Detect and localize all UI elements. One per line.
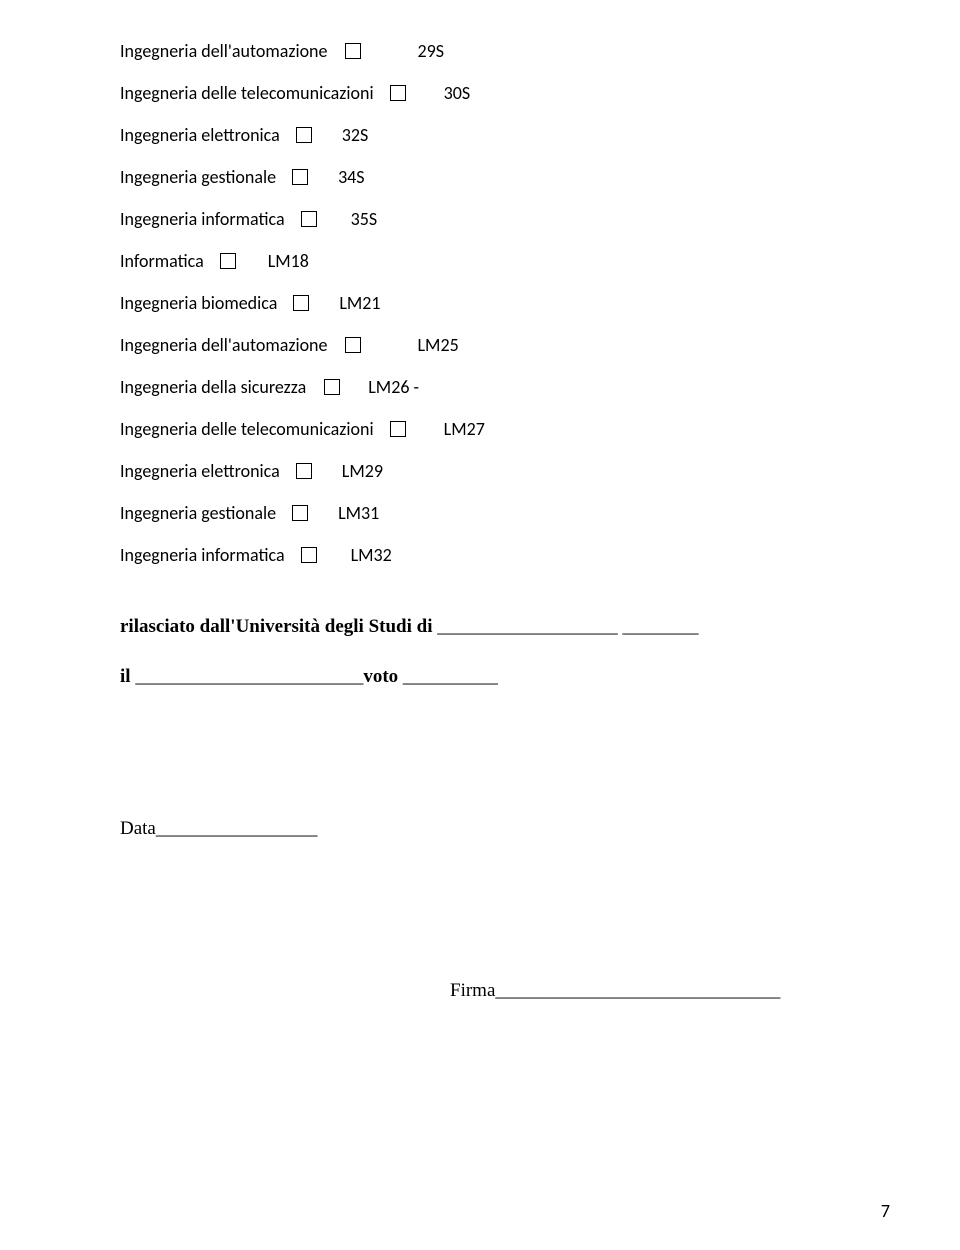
field-code: 35S — [351, 208, 378, 230]
firma-line: Firma______________________________ — [120, 980, 870, 1002]
field-row: Informatica LM18 — [120, 250, 870, 272]
field-label: Ingegneria delle telecomunicazioni — [120, 82, 374, 104]
field-label: Ingegneria dell'automazione — [120, 40, 327, 62]
field-label: Ingegneria informatica — [120, 208, 285, 230]
checkbox-icon[interactable] — [296, 463, 312, 479]
field-label: Ingegneria dell'automazione — [120, 334, 327, 356]
field-code: LM27 — [444, 418, 485, 440]
page-number: 7 — [881, 1200, 890, 1222]
checkbox-icon[interactable] — [293, 295, 309, 311]
field-row: Ingegneria elettronica LM29 — [120, 460, 870, 482]
field-label: Ingegneria gestionale — [120, 166, 276, 188]
field-code: LM21 — [339, 292, 380, 314]
field-row: Ingegneria gestionale 34S — [120, 166, 870, 188]
field-label: Ingegneria elettronica — [120, 460, 280, 482]
data-line: Data_________________ — [120, 818, 870, 840]
field-code: LM25 — [417, 334, 458, 356]
field-code: 30S — [444, 82, 471, 104]
field-label: Ingegneria delle telecomunicazioni — [120, 418, 374, 440]
data-label: Data — [120, 818, 156, 839]
checkbox-icon[interactable] — [301, 547, 317, 563]
checkbox-icon[interactable] — [296, 127, 312, 143]
field-label: Ingegneria informatica — [120, 544, 285, 566]
field-code: 32S — [342, 124, 369, 146]
checkbox-icon[interactable] — [292, 169, 308, 185]
field-code: LM26 - — [368, 376, 419, 398]
field-row: Ingegneria delle telecomunicazioni 30S — [120, 82, 870, 104]
field-label: Ingegneria elettronica — [120, 124, 280, 146]
data-blank: _________________ — [156, 818, 318, 839]
field-code: LM32 — [351, 544, 392, 566]
voto-label: voto — [363, 666, 403, 687]
field-code: 29S — [417, 40, 444, 62]
field-label: Ingegneria gestionale — [120, 502, 276, 524]
university-blank: ___________________ ________ — [437, 616, 698, 637]
firma-blank: ______________________________ — [495, 980, 780, 1001]
field-row: Ingegneria delle telecomunicazioni LM27 — [120, 418, 870, 440]
checkbox-icon[interactable] — [292, 505, 308, 521]
field-label: Ingegneria biomedica — [120, 292, 277, 314]
field-code: 34S — [338, 166, 365, 188]
il-label: il — [120, 666, 135, 687]
field-row: Ingegneria informatica 35S — [120, 208, 870, 230]
field-row: Ingegneria gestionale LM31 — [120, 502, 870, 524]
checkbox-icon[interactable] — [324, 379, 340, 395]
field-row: Ingegneria informatica LM32 — [120, 544, 870, 566]
il-blank: ________________________ — [135, 666, 363, 687]
voto-blank: __________ — [403, 666, 498, 687]
field-row: Ingegneria biomedica LM21 — [120, 292, 870, 314]
checkbox-icon[interactable] — [345, 43, 361, 59]
checkbox-icon[interactable] — [345, 337, 361, 353]
field-label: Ingegneria della sicurezza — [120, 376, 306, 398]
checkbox-icon[interactable] — [390, 85, 406, 101]
field-label: Informatica — [120, 250, 204, 272]
firma-label: Firma — [450, 980, 495, 1001]
university-line: rilasciato dall'Università degli Studi d… — [120, 616, 870, 638]
checkbox-icon[interactable] — [390, 421, 406, 437]
checkbox-icon[interactable] — [301, 211, 317, 227]
il-voto-line: il ________________________voto ________… — [120, 666, 870, 688]
field-row: Ingegneria dell'automazione 29S — [120, 40, 870, 62]
university-label: rilasciato dall'Università degli Studi d… — [120, 616, 437, 637]
field-row: Ingegneria elettronica 32S — [120, 124, 870, 146]
checkbox-icon[interactable] — [220, 253, 236, 269]
field-row: Ingegneria dell'automazione LM25 — [120, 334, 870, 356]
field-code: LM31 — [338, 502, 379, 524]
field-code: LM18 — [268, 250, 309, 272]
field-code: LM29 — [342, 460, 383, 482]
field-row: Ingegneria della sicurezza LM26 - — [120, 376, 870, 398]
